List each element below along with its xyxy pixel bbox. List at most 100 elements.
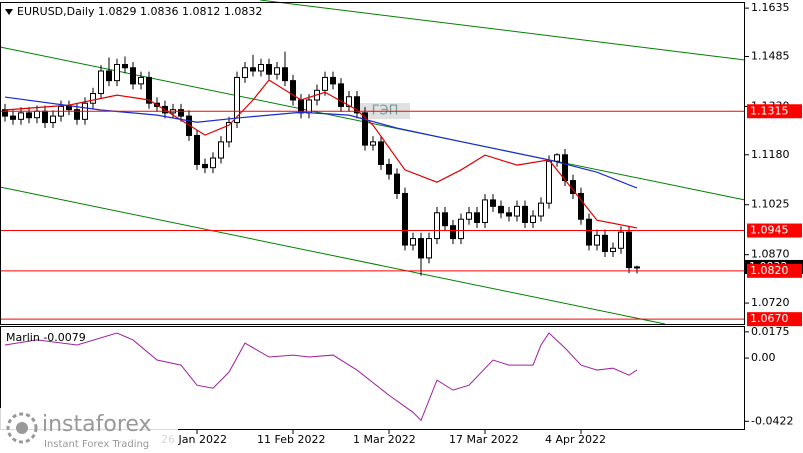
logo-name: instaforex (42, 412, 152, 437)
candle-body (386, 163, 392, 175)
candle-body (546, 160, 552, 204)
candle-body (370, 141, 376, 146)
candle-body (130, 67, 136, 85)
candle-body (242, 67, 248, 78)
candle-body (602, 234, 608, 252)
candle-body (498, 205, 504, 214)
menu-arrow (5, 9, 13, 15)
candle-body (194, 134, 200, 165)
x-tick-label: 11 Feb 2022 (257, 433, 325, 446)
candle-body (218, 141, 224, 159)
candle-body (98, 70, 104, 95)
candle-body (50, 115, 56, 124)
candle-body (138, 76, 144, 85)
candle-body (362, 112, 368, 146)
candle-body (274, 67, 280, 75)
candle-body (66, 105, 72, 111)
candle-body (402, 192, 408, 246)
x-tick-label: 1 Mar 2022 (353, 433, 416, 446)
y-tick-label: 1.1485 (751, 49, 790, 62)
candle-body (594, 234, 600, 246)
indicator-frame (0, 326, 745, 430)
candle-body (418, 238, 424, 259)
candle-body (442, 212, 448, 227)
candle-body (122, 64, 128, 69)
moving-average (4, 96, 638, 189)
level-label: 1.0670 (750, 312, 789, 325)
candle-body (474, 212, 480, 223)
candle-body (426, 238, 432, 259)
candle-body (178, 109, 184, 117)
candle-body (394, 173, 400, 194)
candle-body (74, 109, 80, 120)
x-tick-label: 4 Apr 2022 (545, 433, 606, 446)
candle-body (338, 83, 344, 107)
candle-body (434, 212, 440, 240)
candle-body (2, 109, 8, 117)
candle-body (258, 64, 264, 72)
channel-line (0, 46, 746, 201)
moving-average (4, 79, 638, 229)
y-tick-label: 1.1635 (751, 1, 790, 14)
candle-body (378, 141, 384, 165)
level-box (747, 223, 802, 238)
candle-body (322, 76, 328, 91)
y-tick-label: -0.0422 (751, 414, 793, 427)
channel-line (0, 186, 666, 325)
candle-body (562, 154, 568, 182)
candle-body (226, 122, 232, 143)
y-tick-label: 0.0175 (751, 325, 790, 338)
candle-body (538, 202, 544, 217)
candle-body (34, 110, 40, 119)
channel-line (259, 0, 746, 61)
candle-body (554, 154, 560, 162)
y-tick-label: 1.0870 (751, 248, 790, 261)
candle-body (210, 157, 216, 169)
logo: instaforex Instant Forex Trading (0, 408, 178, 453)
candle-body (186, 115, 192, 136)
candle-body (466, 212, 472, 220)
candle-body (18, 112, 24, 120)
y-tick-label: 1.1025 (751, 198, 790, 211)
candle-body (234, 76, 240, 124)
x-tick-label: 17 Mar 2022 (449, 433, 519, 446)
candle-body (626, 231, 632, 269)
candle-body (610, 247, 616, 252)
level-label: 1.0820 (750, 264, 789, 277)
candle-body (634, 266, 640, 269)
level-label: 1.1315 (750, 104, 789, 117)
candle-body (410, 238, 416, 246)
candle-body (514, 205, 520, 217)
level-box (747, 104, 802, 119)
candle-body (530, 215, 536, 223)
candle-body (330, 76, 336, 85)
logo-icon (16, 422, 28, 434)
candle-body (506, 212, 512, 217)
level-box (747, 312, 802, 327)
logo-tagline: Instant Forex Trading (44, 439, 149, 450)
candle-body (266, 64, 272, 75)
candle-body (354, 96, 360, 114)
candle-body (26, 112, 32, 119)
chart-title: EURUSD,Daily 1.0829 1.0836 1.0812 1.0832 (17, 5, 262, 18)
level-label: 1.0945 (750, 224, 789, 237)
candle-body (450, 225, 456, 240)
candle-body (578, 192, 584, 220)
candle-body (106, 70, 112, 82)
candle-body (346, 96, 352, 107)
level-box (747, 263, 802, 278)
candle-body (482, 199, 488, 223)
y-tick-label: 1.1180 (751, 148, 790, 161)
candle-body (10, 115, 16, 120)
candle-body (114, 64, 120, 82)
candle-body (42, 110, 48, 124)
candle-body (290, 80, 296, 101)
price-frame (0, 2, 745, 325)
candle-body (282, 67, 288, 82)
logo-icon (6, 412, 38, 444)
candle-body (522, 205, 528, 223)
y-tick-label: 0.00 (751, 351, 776, 364)
